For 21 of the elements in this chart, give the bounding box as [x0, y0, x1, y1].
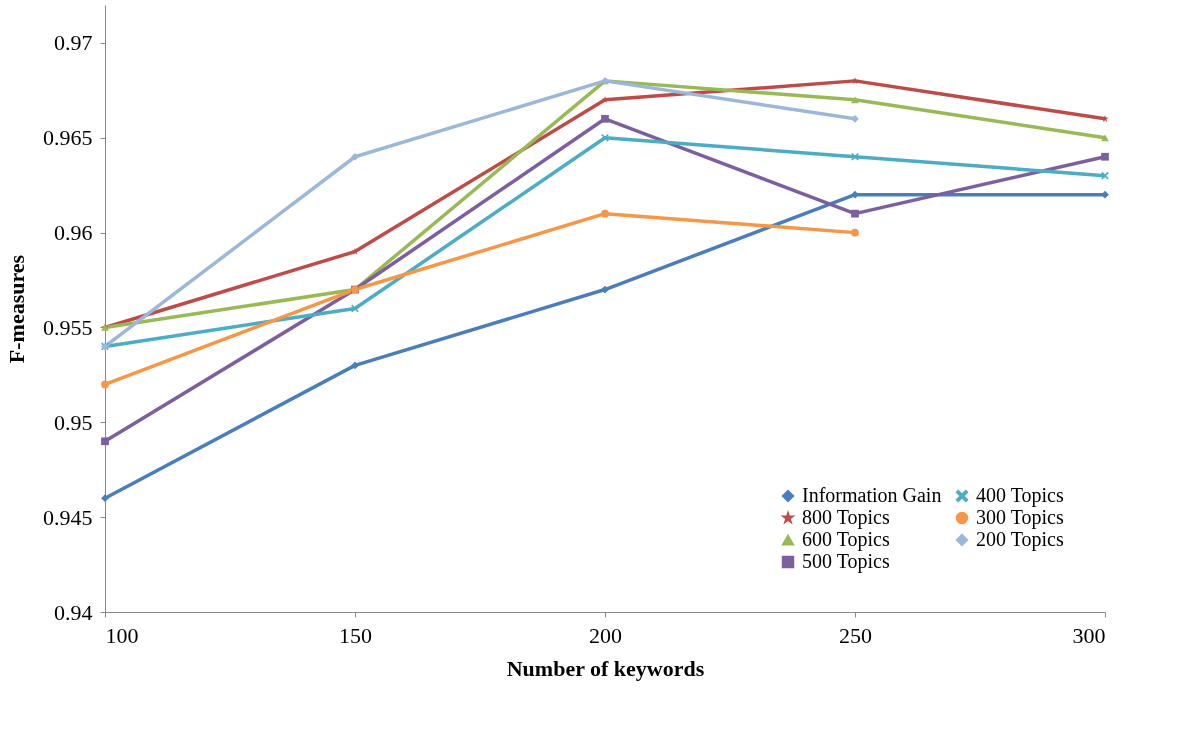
x-tick-label: 150: [339, 622, 372, 648]
legend-label: 400 Topics: [976, 484, 1064, 507]
legend-label: 600 Topics: [802, 528, 890, 551]
y-tick-label: 0.95: [54, 409, 93, 435]
x-tick-label: 100: [105, 622, 139, 648]
y-tick-label: 0.965: [43, 125, 93, 151]
y-tick-label: 0.955: [43, 314, 93, 340]
y-axis-title: F-measures: [4, 254, 29, 364]
legend-label: 800 Topics: [802, 506, 890, 529]
x-tick-label: 250: [839, 622, 872, 648]
x-axis-title: Number of keywords: [506, 655, 705, 681]
y-tick-label: 0.96: [54, 220, 93, 246]
y-tick-label: 0.945: [43, 504, 93, 530]
x-tick-label: 200: [589, 622, 622, 648]
y-tick-label: 0.94: [54, 599, 93, 625]
y-tick-label: 0.97: [54, 30, 93, 56]
legend-label: 200 Topics: [976, 528, 1064, 551]
x-tick-label: 300: [1072, 622, 1106, 648]
legend-label: 300 Topics: [976, 506, 1064, 529]
legend-label: 500 Topics: [802, 550, 890, 573]
legend-label: Information Gain: [802, 484, 942, 506]
